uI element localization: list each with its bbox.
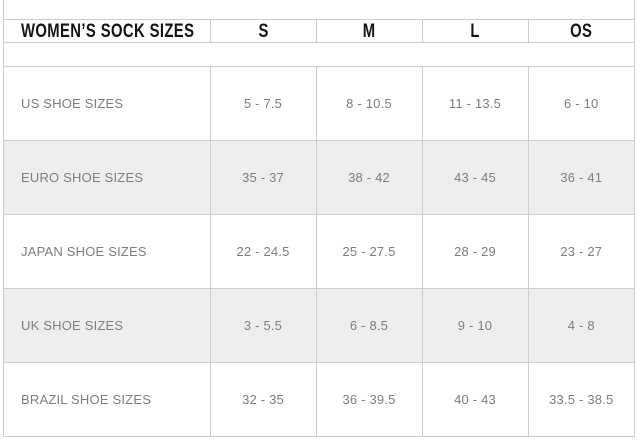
- size-value-cell: 25 - 27.5: [315, 214, 423, 289]
- header-table-spacer: [4, 43, 634, 66]
- size-value-cell: 6 - 8.5: [315, 288, 423, 363]
- row-label: BRAZIL SHOE SIZES: [4, 362, 211, 437]
- size-value-cell: 9 - 10: [421, 288, 529, 363]
- chart-title-text: WOMEN’S SOCK SIZES: [21, 20, 195, 42]
- size-value-cell: 35 - 37: [209, 140, 317, 215]
- top-spacer: [4, 0, 634, 19]
- row-label: EURO SHOE SIZES: [4, 140, 211, 215]
- size-value-cell: 4 - 8: [527, 288, 634, 363]
- column-header-medium: M: [316, 20, 422, 42]
- size-value-cell: 33.5 - 38.5: [527, 362, 634, 437]
- size-value-cell: 6 - 10: [527, 66, 634, 141]
- table-row-brazil: BRAZIL SHOE SIZES 32 - 35 36 - 39.5 40 -…: [4, 362, 634, 437]
- size-value-cell: 43 - 45: [421, 140, 529, 215]
- table-row-us: US SHOE SIZES 5 - 7.5 8 - 10.5 11 - 13.5…: [4, 66, 634, 141]
- size-value-cell: 38 - 42: [315, 140, 423, 215]
- row-label: US SHOE SIZES: [4, 66, 211, 141]
- size-value-cell: 32 - 35: [209, 362, 317, 437]
- size-table: US SHOE SIZES 5 - 7.5 8 - 10.5 11 - 13.5…: [4, 66, 634, 437]
- size-value-cell: 36 - 39.5: [315, 362, 423, 437]
- size-value-cell: 3 - 5.5: [209, 288, 317, 363]
- size-value-cell: 11 - 13.5: [421, 66, 529, 141]
- size-value-cell: 23 - 27: [527, 214, 634, 289]
- size-value-cell: 22 - 24.5: [209, 214, 317, 289]
- table-row-japan: JAPAN SHOE SIZES 22 - 24.5 25 - 27.5 28 …: [4, 214, 634, 289]
- size-chart-header: WOMEN’S SOCK SIZES S M L OS: [4, 19, 634, 43]
- row-label: UK SHOE SIZES: [4, 288, 211, 363]
- column-header-small: S: [210, 20, 316, 42]
- column-header-onesize: OS: [528, 20, 634, 42]
- size-value-cell: 40 - 43: [421, 362, 529, 437]
- size-value-cell: 28 - 29: [421, 214, 529, 289]
- size-value-cell: 8 - 10.5: [315, 66, 423, 141]
- size-value-cell: 36 - 41: [527, 140, 634, 215]
- column-header-large: L: [422, 20, 528, 42]
- size-value-cell: 5 - 7.5: [209, 66, 317, 141]
- table-row-euro: EURO SHOE SIZES 35 - 37 38 - 42 43 - 45 …: [4, 140, 634, 215]
- row-label: JAPAN SHOE SIZES: [4, 214, 211, 289]
- chart-title: WOMEN’S SOCK SIZES: [4, 20, 210, 42]
- table-row-uk: UK SHOE SIZES 3 - 5.5 6 - 8.5 9 - 10 4 -…: [4, 288, 634, 363]
- size-chart: WOMEN’S SOCK SIZES S M L OS US SHOE SIZE…: [3, 0, 635, 437]
